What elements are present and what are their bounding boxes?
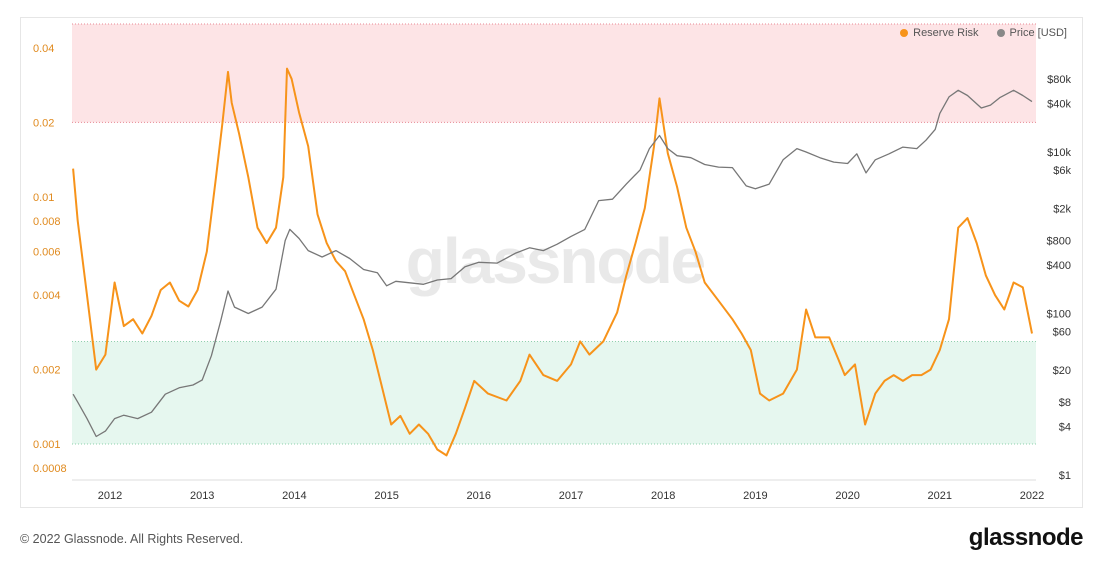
y-left-tick-label: 0.006 (33, 247, 61, 259)
y-left-tick-label: 0.004 (33, 290, 61, 302)
y-left-tick-label: 0.002 (33, 365, 61, 377)
legend-dot-reserve-risk (900, 29, 909, 37)
y-right-tick-label: $1 (1059, 470, 1071, 482)
y-right-tick-label: $6k (1053, 165, 1071, 177)
x-tick-label: 2022 (1020, 490, 1044, 502)
zone-low (72, 341, 1036, 445)
y-right-tick-label: $40k (1047, 98, 1071, 110)
y-right-tick-label: $800 (1047, 236, 1071, 248)
y-left-tick-label: 0.001 (33, 439, 61, 451)
y-left-tick-label: 0.008 (33, 216, 61, 228)
x-tick-label: 2020 (835, 490, 859, 502)
x-tick-label: 2016 (467, 490, 491, 502)
legend-label-reserve-risk: Reserve Risk (913, 27, 979, 39)
legend-dot-price (996, 29, 1005, 37)
legend-label-price: Price [USD] (1009, 27, 1067, 39)
zone-high (72, 24, 1036, 123)
y-right-tick-label: $80k (1047, 74, 1071, 86)
legend-item-price[interactable]: Price [USD] (996, 27, 1067, 39)
y-right-tick-label: $100 (1047, 308, 1071, 320)
glassnode-logo: glassnode (968, 524, 1084, 551)
y-right-tick-label: $4 (1059, 421, 1071, 433)
legend: Reserve Risk Price [USD] (900, 27, 1067, 39)
x-tick-label: 2021 (928, 490, 952, 502)
legend-item-reserve-risk[interactable]: Reserve Risk (900, 27, 979, 39)
copyright-text: © 2022 Glassnode. All Rights Reserved. (20, 532, 244, 546)
y-right-tick-label: $20 (1053, 365, 1071, 377)
y-right-tick-label: $10k (1047, 147, 1071, 159)
x-tick-label: 2019 (743, 490, 767, 502)
y-right-tick-label: $8 (1059, 397, 1071, 409)
y-right-tick-label: $400 (1047, 260, 1071, 272)
price-line (72, 89, 1033, 438)
x-tick-label: 2014 (282, 490, 306, 502)
y-left-tick-label: 0.0008 (33, 463, 67, 475)
y-left-tick-label: 0.02 (33, 117, 54, 129)
y-right-tick-label: $2k (1053, 203, 1071, 215)
x-tick-label: 2017 (559, 490, 583, 502)
x-tick-label: 2018 (651, 490, 675, 502)
watermark-text: glassnode (406, 225, 705, 297)
x-tick-label: 2013 (190, 490, 214, 502)
y-left-tick-label: 0.01 (33, 192, 54, 204)
x-tick-label: 2012 (98, 490, 122, 502)
x-tick-label: 2015 (374, 490, 398, 502)
reserve-risk-line (72, 67, 1033, 457)
y-right-tick-label: $60 (1053, 326, 1071, 338)
y-left-tick-label: 0.04 (33, 43, 54, 55)
